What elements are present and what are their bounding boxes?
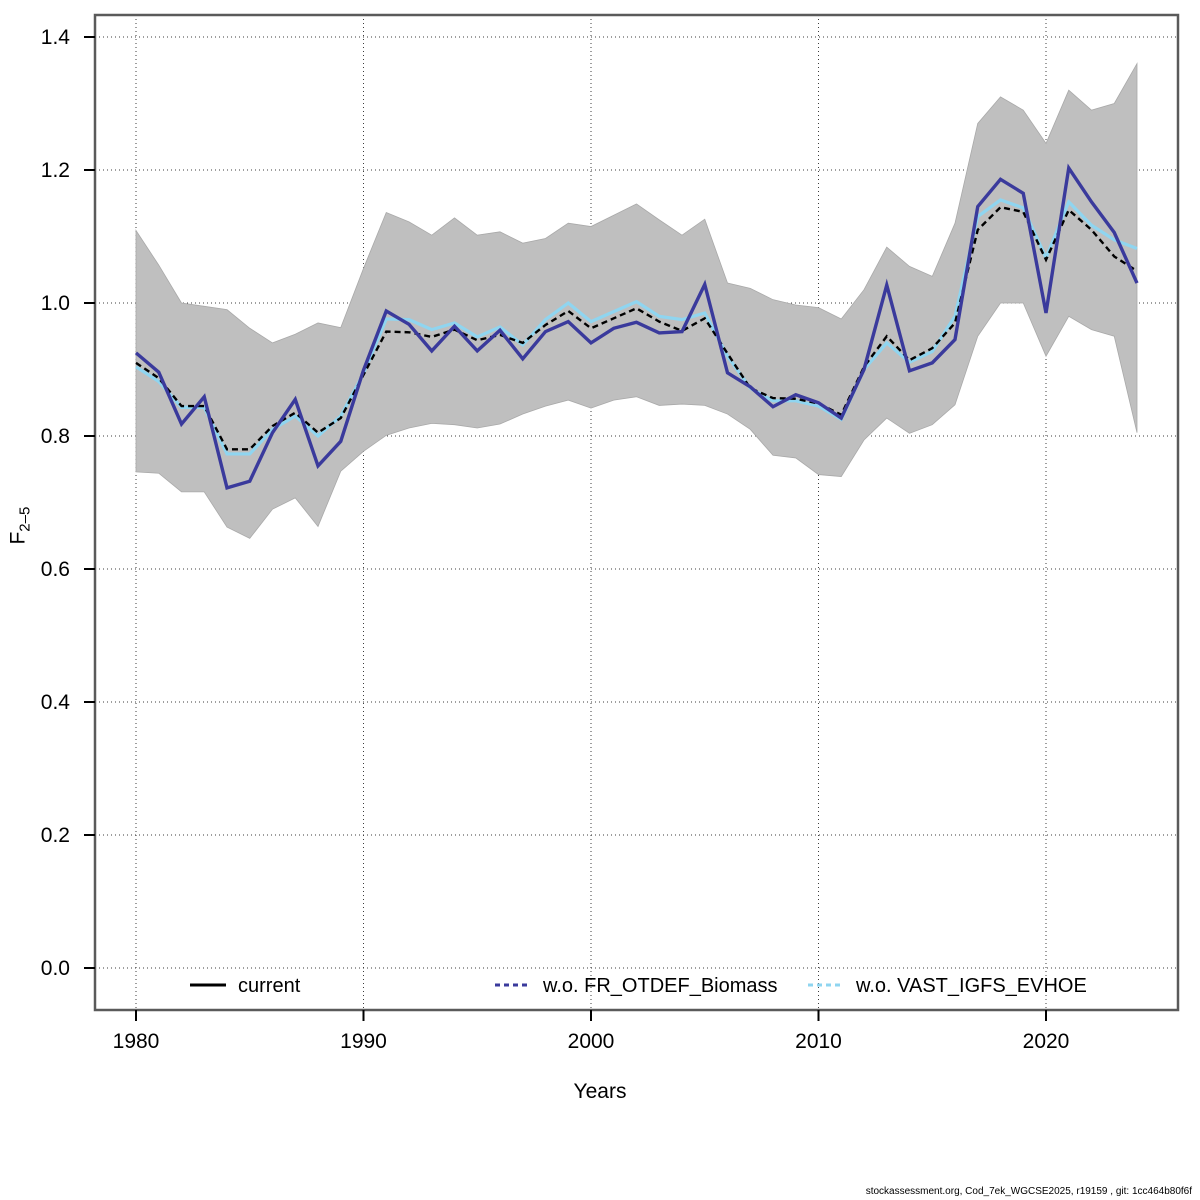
- x-tick-label: 1990: [340, 1030, 387, 1053]
- x-axis-title: Years: [0, 1080, 1200, 1104]
- y-tick-label: 0.8: [41, 425, 70, 448]
- x-axis-title-text: Years: [573, 1080, 627, 1103]
- y-axis-title-text: F: [6, 531, 30, 545]
- source-footnote: stockassessment.org, Cod_7ek_WGCSE2025, …: [865, 1186, 1192, 1197]
- x-tick-label: 2020: [1023, 1030, 1070, 1053]
- y-tick-label: 1.0: [41, 292, 70, 315]
- y-tick-label: 1.4: [41, 26, 71, 49]
- legend-label-wo-vast: w.o. VAST_IGFS_EVHOE: [855, 975, 1087, 997]
- y-tick-label: 0.0: [41, 957, 70, 980]
- series-wo-fr-line: [134, 163, 1139, 490]
- plot-border: [93, 13, 1180, 1012]
- y-tick-label: 0.6: [41, 558, 70, 581]
- legend-label-current: current: [238, 975, 301, 997]
- x-tick-label: 2010: [795, 1030, 842, 1053]
- x-tick-label: 2000: [568, 1030, 615, 1053]
- legend-label-wo-fr: w.o. FR_OTDEF_Biomass: [542, 975, 778, 997]
- y-axis-title-subscript: 2–5: [16, 506, 34, 532]
- y-tick-label: 1.2: [41, 159, 70, 182]
- y-axis-title: F2–5: [6, 466, 33, 586]
- y-tick-label: 0.2: [41, 824, 70, 847]
- x-tick-label: 1980: [113, 1030, 160, 1053]
- y-tick-label: 0.4: [41, 691, 71, 714]
